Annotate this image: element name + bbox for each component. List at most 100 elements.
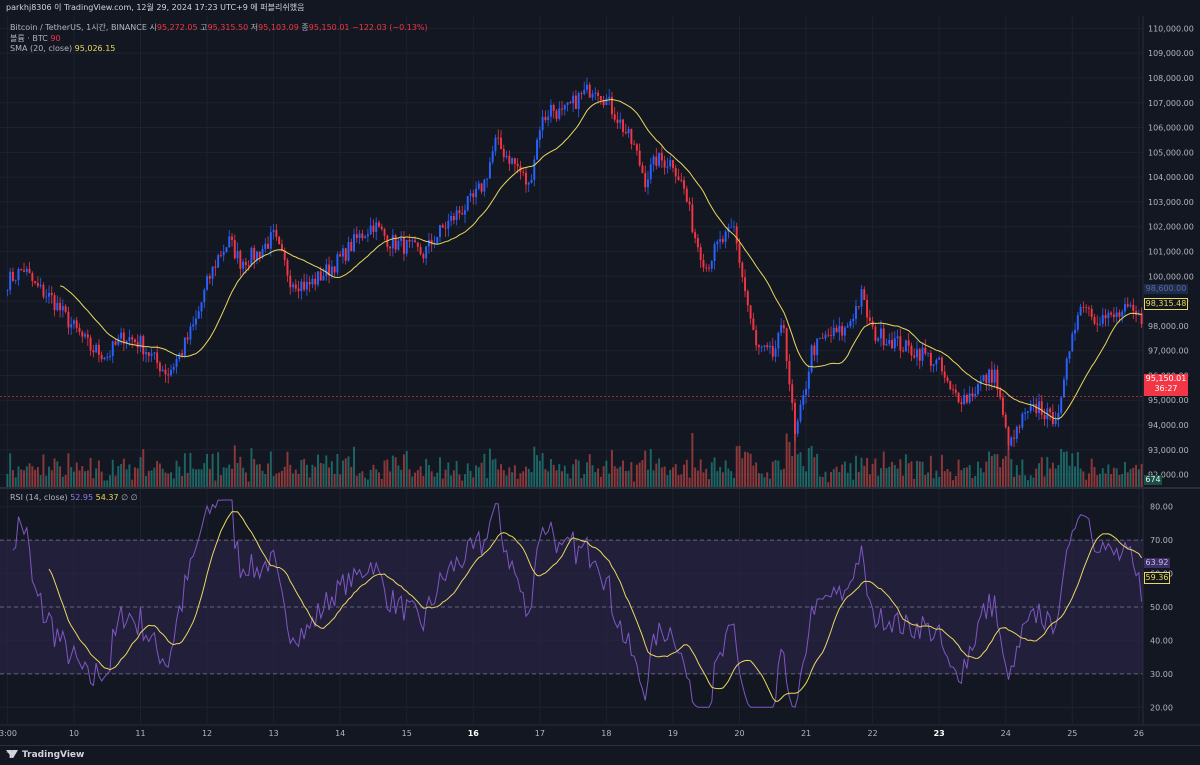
candle-body bbox=[527, 182, 530, 185]
volume-bar bbox=[527, 468, 530, 487]
sma-label[interactable]: SMA (20, close) bbox=[10, 44, 73, 53]
candle-body bbox=[638, 150, 641, 166]
volume-bar bbox=[924, 474, 927, 487]
volume-bar bbox=[72, 471, 75, 487]
volume-bar bbox=[780, 469, 783, 487]
rsi-tag: 63.92 bbox=[1144, 558, 1170, 568]
volume-bar bbox=[136, 468, 139, 487]
candle-body bbox=[328, 264, 331, 276]
candle-body bbox=[674, 167, 677, 177]
candle-body bbox=[391, 235, 394, 249]
volume-bar bbox=[1007, 446, 1010, 487]
time-tick-label: 25 bbox=[1067, 729, 1077, 738]
volume-bar bbox=[719, 467, 722, 487]
volume-bar bbox=[1043, 476, 1046, 487]
candle-body bbox=[533, 159, 536, 180]
candle-body bbox=[86, 334, 89, 338]
volume-bar bbox=[416, 470, 419, 487]
volume-bar bbox=[45, 475, 48, 487]
candle-body bbox=[264, 243, 267, 249]
volume-bar bbox=[1040, 457, 1043, 487]
candle-body bbox=[591, 93, 594, 98]
candle-body bbox=[866, 299, 869, 318]
volume-bar bbox=[294, 469, 297, 487]
candle-body bbox=[954, 389, 957, 393]
candle-body bbox=[666, 166, 669, 168]
candle-body bbox=[1062, 379, 1065, 398]
candle-body bbox=[128, 337, 131, 341]
volume-bar bbox=[863, 465, 866, 487]
volume-bar bbox=[391, 455, 394, 487]
volume-bar bbox=[774, 460, 777, 487]
time-tick-label: 17 bbox=[535, 729, 545, 738]
candle-body bbox=[497, 137, 500, 139]
rsi-label[interactable]: RSI (14, close) bbox=[10, 493, 68, 502]
tradingview-logo[interactable]: TradingView bbox=[6, 750, 84, 760]
candle-body bbox=[824, 334, 827, 339]
volume-bar bbox=[630, 462, 633, 487]
volume-bar bbox=[419, 466, 422, 487]
candle-body bbox=[95, 344, 98, 353]
volume-bar bbox=[588, 454, 591, 487]
volume-bar bbox=[242, 467, 245, 487]
volume-bar bbox=[380, 478, 383, 487]
volume-bar bbox=[788, 441, 791, 487]
volume-bar bbox=[42, 454, 45, 487]
volume-bar bbox=[652, 470, 655, 487]
price-tick-label: 107,000.00 bbox=[1148, 99, 1194, 108]
tradingview-logo-icon bbox=[6, 750, 18, 758]
candle-body bbox=[508, 155, 511, 164]
candle-body bbox=[677, 176, 680, 180]
volume-bar bbox=[946, 469, 949, 487]
candle-body bbox=[97, 344, 100, 355]
candle-body bbox=[993, 369, 996, 383]
candle-body bbox=[92, 350, 95, 353]
chart-area[interactable]: 92,000.0093,000.0094,000.0095,000.0096,0… bbox=[0, 16, 1200, 745]
candle-body bbox=[996, 369, 999, 390]
candle-body bbox=[513, 158, 516, 164]
candle-body bbox=[61, 306, 64, 311]
volume-bar bbox=[586, 462, 588, 487]
volume-bar bbox=[67, 453, 70, 487]
candle-body bbox=[990, 369, 993, 383]
candle-body bbox=[774, 348, 777, 357]
volume-bar bbox=[1115, 468, 1118, 487]
volume-legend: 볼륨 · BTC 90 bbox=[10, 33, 61, 44]
rsi-tick-label: 40.00 bbox=[1150, 636, 1173, 645]
volume-bar bbox=[563, 465, 566, 487]
volume-bar bbox=[1074, 466, 1077, 487]
close-value: 95,150.01 bbox=[308, 23, 350, 32]
volume-bar bbox=[999, 467, 1002, 487]
volume-bar bbox=[469, 470, 472, 487]
time-axis[interactable]: 3:00 10 11 12 13 14 15 16 17 18 19 20 21 22 23 24 25 26 bbox=[0, 729, 1144, 738]
volume-bar bbox=[683, 464, 686, 487]
candle-body bbox=[400, 238, 403, 241]
candle-body bbox=[31, 273, 34, 282]
candle-body bbox=[766, 345, 769, 348]
candle-body bbox=[283, 250, 286, 261]
candle-body bbox=[780, 325, 783, 333]
candle-body bbox=[441, 224, 444, 228]
symbol-name[interactable]: Bitcoin / TetherUS, 1시간, BINANCE bbox=[10, 23, 147, 32]
candle-body bbox=[1135, 311, 1138, 315]
candle-body bbox=[64, 306, 67, 312]
volume-bar bbox=[996, 454, 999, 487]
volume-bar bbox=[888, 466, 891, 487]
price-tick-label: 108,000.00 bbox=[1148, 74, 1194, 83]
volume-bar bbox=[555, 470, 558, 487]
volume-bar bbox=[206, 454, 209, 487]
volume-bar bbox=[192, 468, 195, 487]
volume-bar bbox=[938, 476, 941, 487]
volume-bar bbox=[1029, 475, 1032, 487]
volume-bar bbox=[893, 464, 896, 487]
candle-body bbox=[330, 266, 333, 276]
volume-bar bbox=[450, 475, 453, 487]
volume-label[interactable]: 볼륨 · BTC bbox=[10, 34, 48, 43]
candle-body bbox=[172, 366, 175, 370]
candle-body bbox=[103, 357, 106, 360]
volume-bar bbox=[314, 466, 317, 487]
candle-body bbox=[563, 105, 566, 110]
candle-body bbox=[1082, 306, 1085, 308]
candle-body bbox=[1074, 329, 1077, 334]
volume-bar bbox=[1076, 451, 1079, 487]
